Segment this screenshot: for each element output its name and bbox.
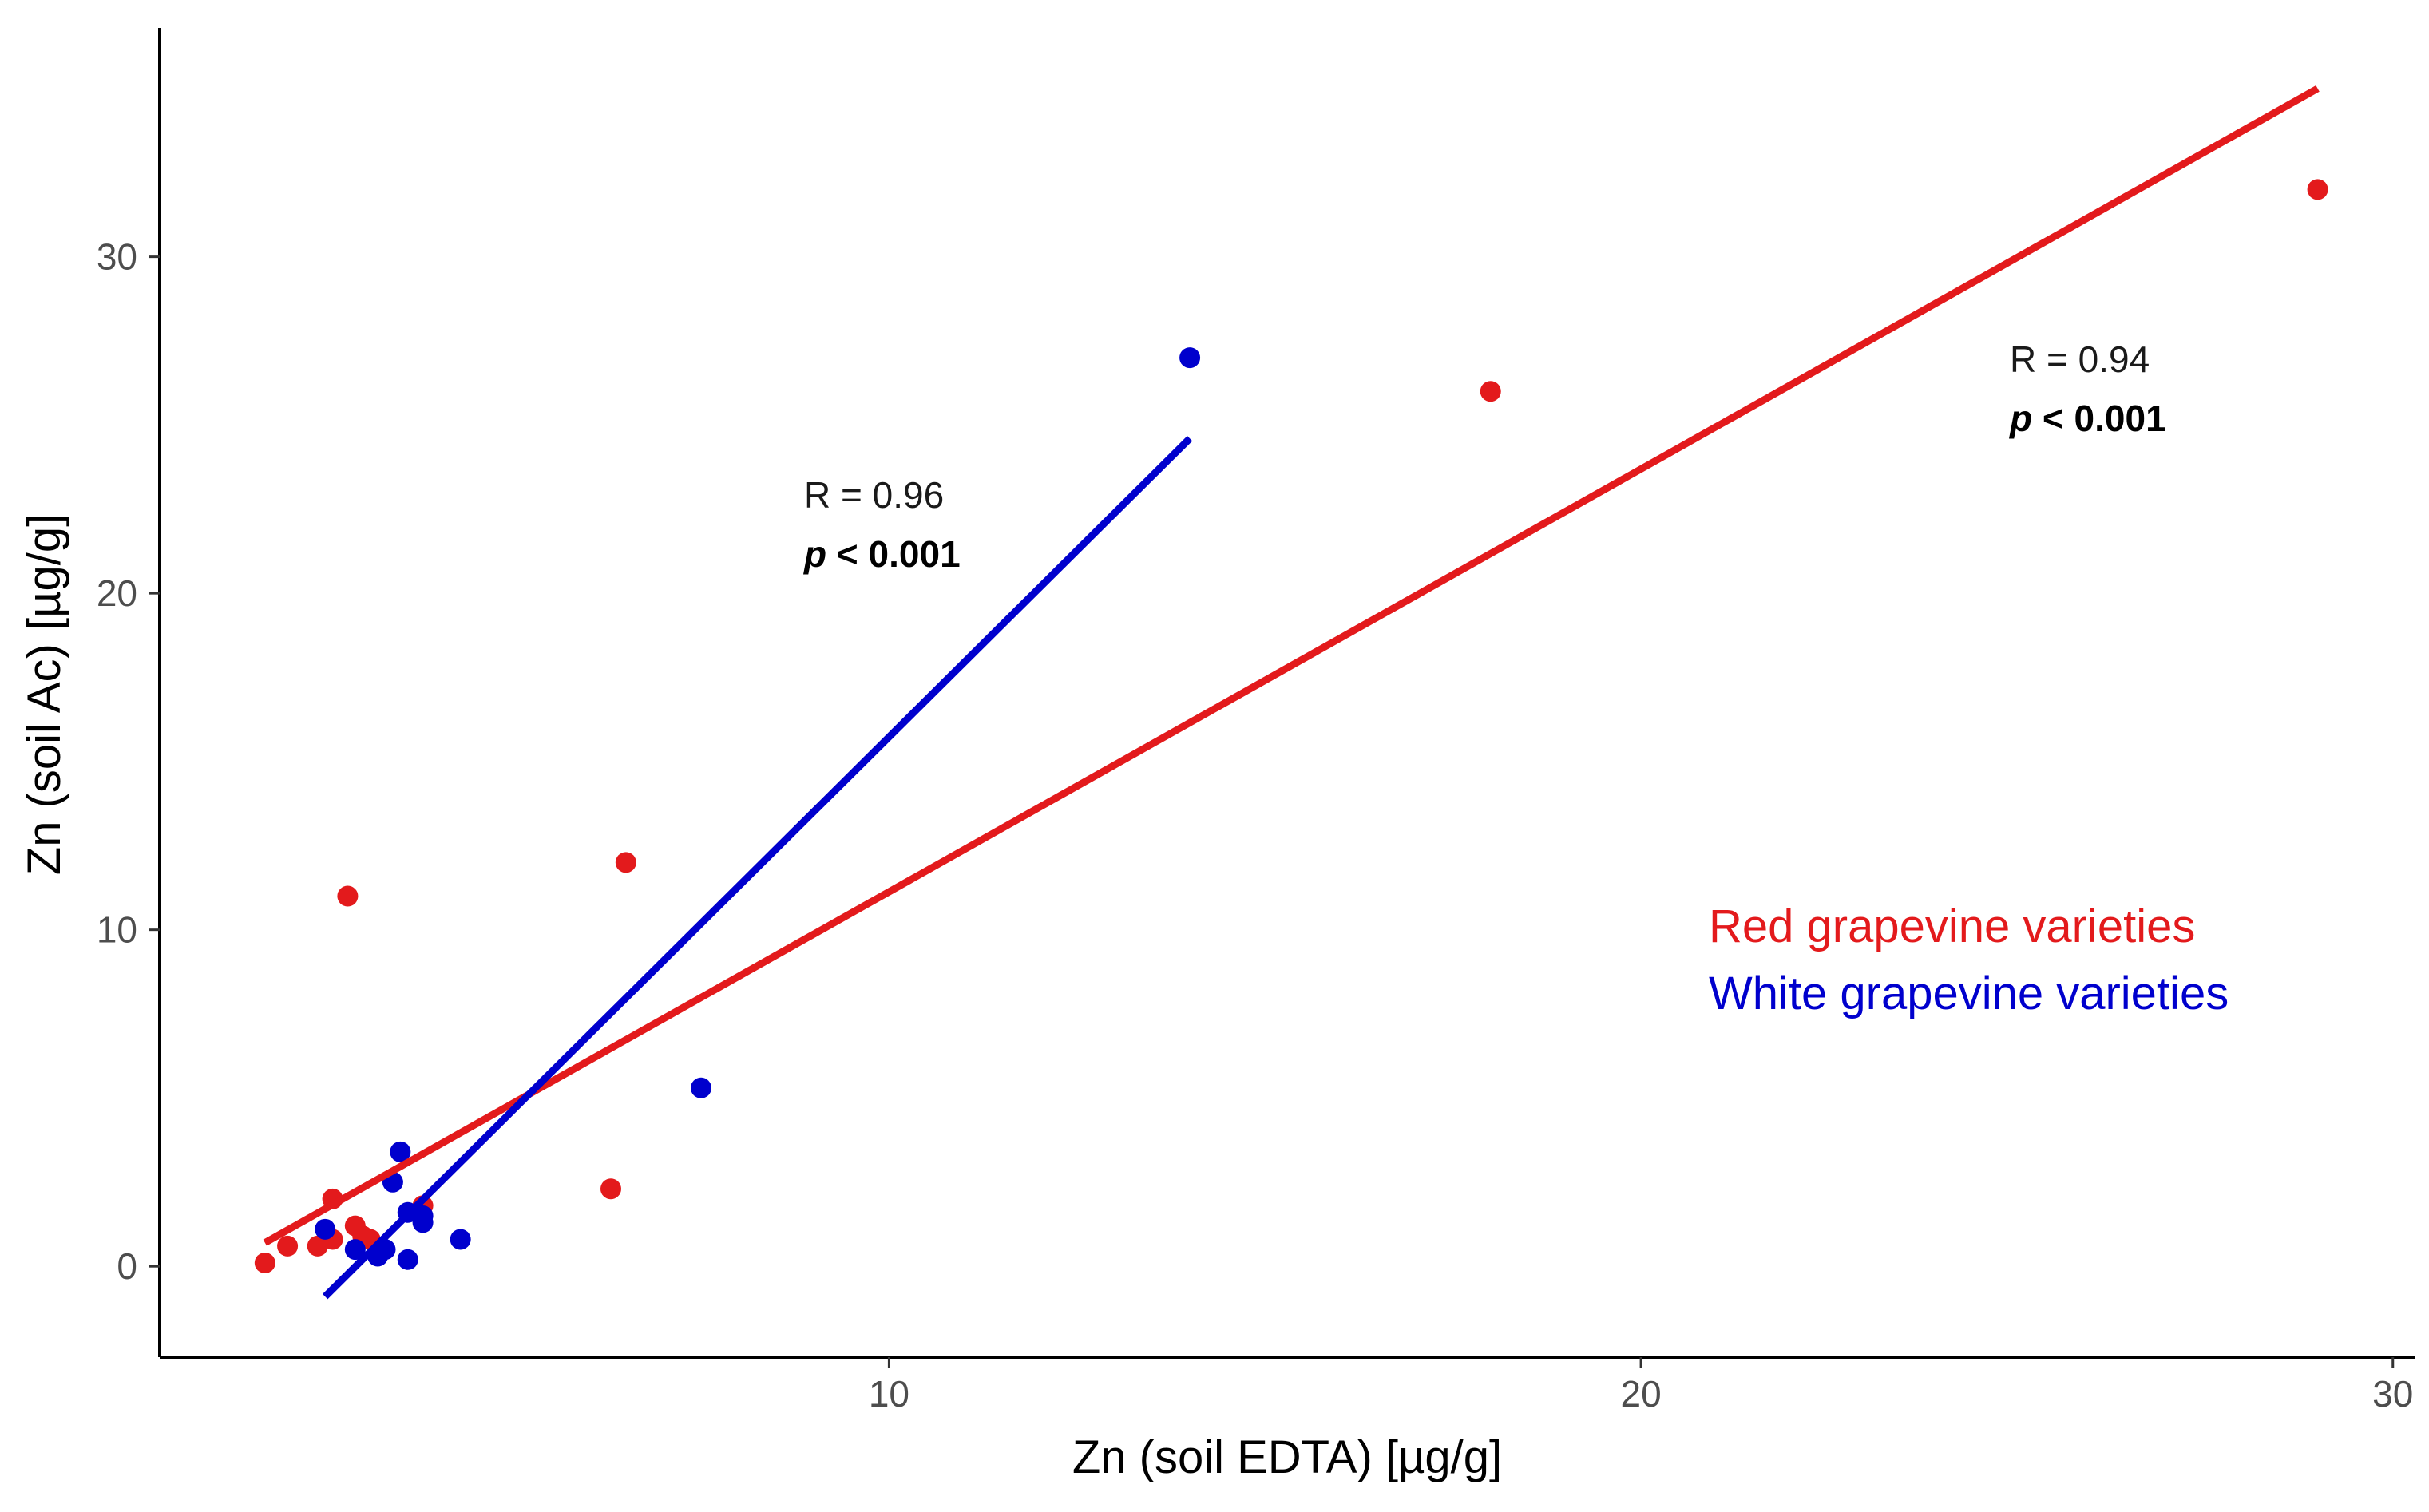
y-axis-title: Zn (soil Ac) [µg/g] — [18, 514, 70, 875]
white-data-point — [397, 1249, 418, 1270]
plot-marks — [254, 85, 2328, 1300]
white-data-point — [390, 1141, 411, 1162]
white-data-point — [412, 1205, 434, 1226]
white-p-symbol: p — [802, 533, 826, 575]
white-data-point — [315, 1218, 336, 1240]
red-p-value: < 0.001 — [2032, 398, 2166, 439]
white-data-point — [1179, 347, 1201, 369]
legend-red-label: Red grapevine varieties — [1709, 900, 2195, 952]
red-data-point — [615, 852, 636, 873]
red-p-symbol: p — [2008, 398, 2032, 439]
white-data-point — [344, 1239, 366, 1261]
red-data-point — [600, 1178, 621, 1200]
red-data-point — [1480, 381, 1501, 402]
red-r-annotation: R = 0.94 — [2010, 338, 2150, 380]
y-tick-label: 20 — [97, 572, 137, 614]
x-tick-label: 30 — [2372, 1373, 2413, 1415]
y-tick-label: 0 — [117, 1245, 137, 1287]
red-data-point — [337, 885, 359, 907]
white-data-point — [691, 1077, 711, 1098]
white-p-value: < 0.001 — [826, 533, 961, 575]
white-r-annotation: R = 0.96 — [804, 474, 944, 516]
white-series — [315, 347, 1201, 1270]
x-tick-label: 10 — [869, 1373, 909, 1415]
y-tick-label: 10 — [97, 909, 137, 951]
x-tick-label: 20 — [1620, 1373, 1661, 1415]
red-p-annotation: p < 0.001 — [2008, 398, 2166, 439]
y-tick-label: 30 — [97, 236, 137, 278]
x-axis-title: Zn (soil EDTA) [µg/g] — [1072, 1431, 1502, 1483]
red-data-point — [277, 1235, 299, 1257]
red-regression-line — [263, 85, 2320, 1246]
legend-white-label: White grapevine varieties — [1709, 968, 2229, 1019]
red-data-point — [254, 1252, 275, 1273]
white-p-annotation: p < 0.001 — [802, 533, 961, 575]
white-data-point — [450, 1229, 471, 1250]
axis-ticks: 10 20 30 0 10 20 30 — [97, 236, 2414, 1415]
white-regression-line — [322, 436, 1193, 1300]
red-data-point — [2307, 179, 2328, 200]
red-series — [254, 179, 2328, 1273]
